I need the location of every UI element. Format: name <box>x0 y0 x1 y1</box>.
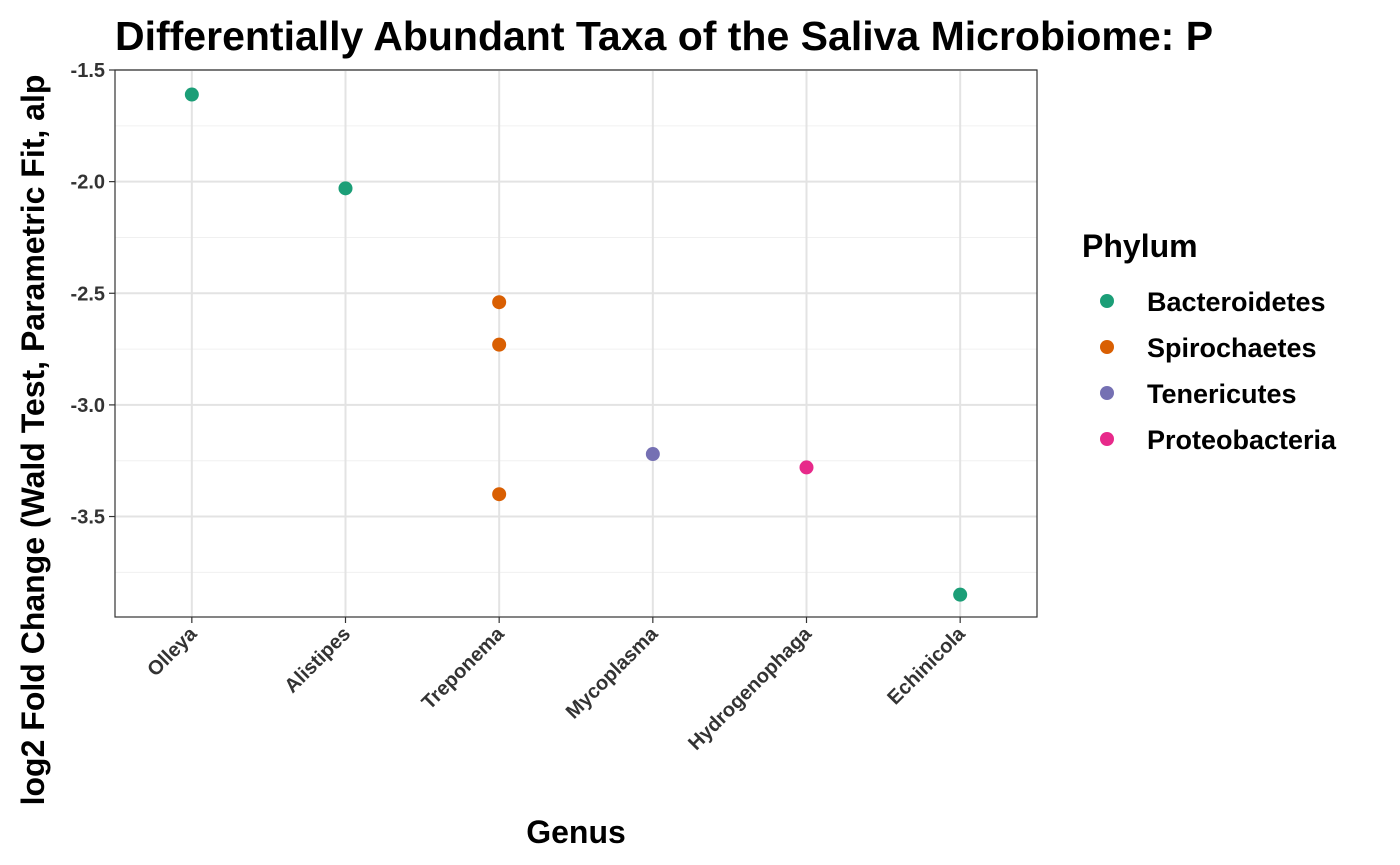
grid <box>115 69 1037 617</box>
legend-label: Proteobacteria <box>1147 425 1337 455</box>
y-tick-label: -3.0 <box>71 395 105 417</box>
data-point-olleya <box>184 87 199 102</box>
data-point-alistipes <box>338 181 353 196</box>
x-tick-label: Mycoplasma <box>562 622 663 723</box>
y-tick-label: -2.0 <box>71 172 105 194</box>
legend-label: Spirochaetes <box>1147 333 1317 363</box>
y-axis-title: log2 Fold Change (Wald Test, Parametric … <box>15 75 51 806</box>
legend-title: Phylum <box>1082 228 1198 264</box>
axes: -1.5 -2.0 -2.5 -3.0 -3.5 Olleya Alistipes Trepo… <box>71 60 971 755</box>
x-tick-label: Olleya <box>143 622 202 681</box>
x-tick-label: Treponema <box>418 622 510 714</box>
legend-label: Bacteroidetes <box>1147 287 1326 317</box>
data-point-mycoplasma <box>645 447 660 462</box>
legend-key <box>1100 340 1114 354</box>
x-axis-title: Genus <box>526 814 626 850</box>
data-point-treponema <box>492 295 507 310</box>
y-tick-label: -1.5 <box>71 60 105 82</box>
x-tick-label: Alistipes <box>281 623 356 698</box>
y-tick-label: -2.5 <box>71 283 105 305</box>
data-point-echinicola <box>953 587 968 602</box>
legend-key <box>1100 386 1114 400</box>
legend-key <box>1100 294 1114 308</box>
data-point-hydrogenophaga <box>799 460 814 475</box>
x-tick-label: Hydrogenophaga <box>684 622 816 754</box>
data-points <box>184 87 968 602</box>
legend: Phylum Bacteroidetes Spirochaetes Tenericu… <box>1082 228 1337 455</box>
chart-title: Differentially Abundant Taxa of the Sali… <box>115 13 1213 59</box>
x-tick-label: Echinicola <box>883 622 970 709</box>
y-tick-label: -3.5 <box>71 507 105 529</box>
data-point-treponema <box>492 487 507 502</box>
plot-panel <box>114 69 1038 618</box>
data-point-treponema <box>492 337 507 352</box>
legend-label: Tenericutes <box>1147 379 1297 409</box>
legend-key <box>1100 432 1114 446</box>
